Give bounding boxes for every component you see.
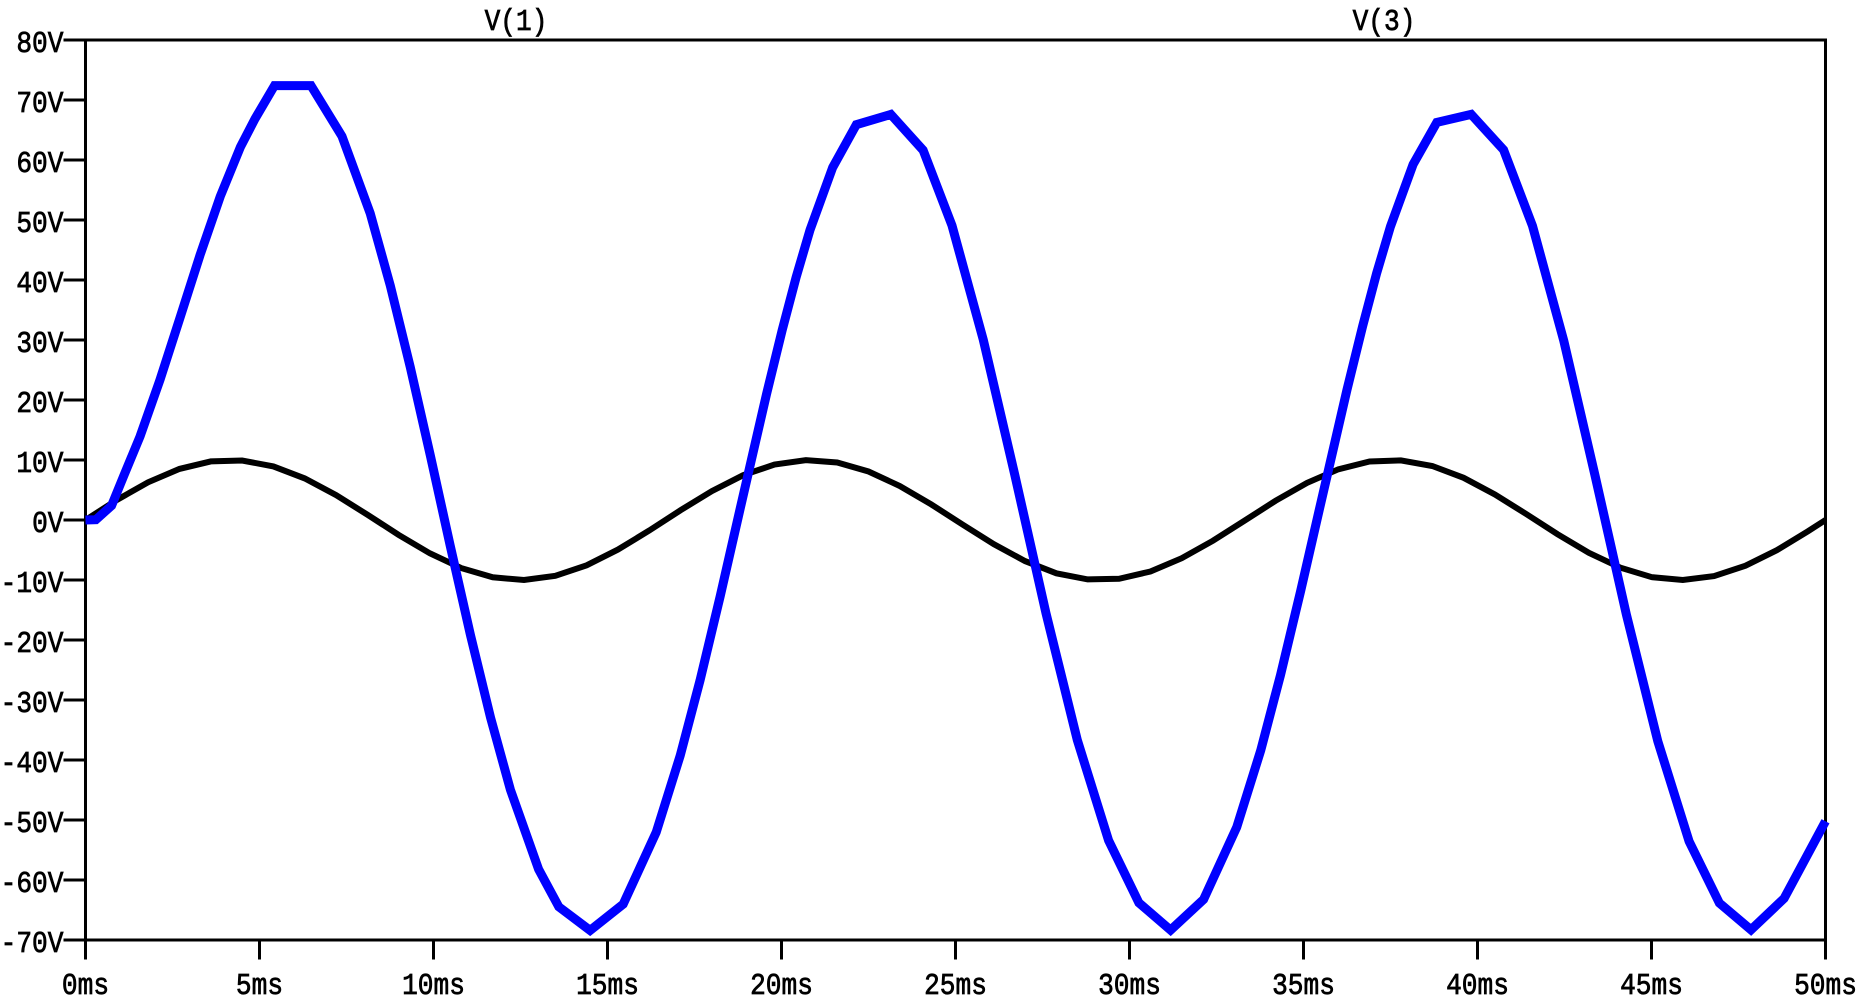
- svg-text:80V: 80V: [16, 27, 63, 61]
- svg-text:0ms: 0ms: [62, 969, 109, 998]
- svg-text:50V: 50V: [16, 207, 63, 241]
- svg-text:10ms: 10ms: [402, 969, 465, 998]
- svg-text:-20V: -20V: [1, 627, 64, 661]
- svg-text:-70V: -70V: [1, 927, 64, 961]
- svg-text:30V: 30V: [16, 327, 63, 361]
- svg-text:0V: 0V: [32, 507, 63, 541]
- svg-text:V(1): V(1): [485, 5, 548, 39]
- svg-text:35ms: 35ms: [1272, 969, 1335, 998]
- svg-text:60V: 60V: [16, 147, 63, 181]
- svg-text:-40V: -40V: [1, 747, 64, 781]
- svg-text:V(3): V(3): [1353, 5, 1416, 39]
- svg-text:15ms: 15ms: [576, 969, 639, 998]
- svg-text:20V: 20V: [16, 387, 63, 421]
- svg-text:-30V: -30V: [1, 687, 64, 721]
- svg-text:25ms: 25ms: [924, 969, 987, 998]
- svg-text:-60V: -60V: [1, 867, 64, 901]
- svg-text:-50V: -50V: [1, 807, 64, 841]
- svg-text:10V: 10V: [16, 447, 63, 481]
- svg-text:40ms: 40ms: [1446, 969, 1509, 998]
- svg-text:70V: 70V: [16, 87, 63, 121]
- svg-text:40V: 40V: [16, 267, 63, 301]
- svg-text:50ms: 50ms: [1794, 969, 1857, 998]
- svg-text:20ms: 20ms: [750, 969, 813, 998]
- svg-text:30ms: 30ms: [1098, 969, 1161, 998]
- svg-text:45ms: 45ms: [1620, 969, 1683, 998]
- svg-text:-10V: -10V: [1, 567, 64, 601]
- svg-text:5ms: 5ms: [236, 969, 283, 998]
